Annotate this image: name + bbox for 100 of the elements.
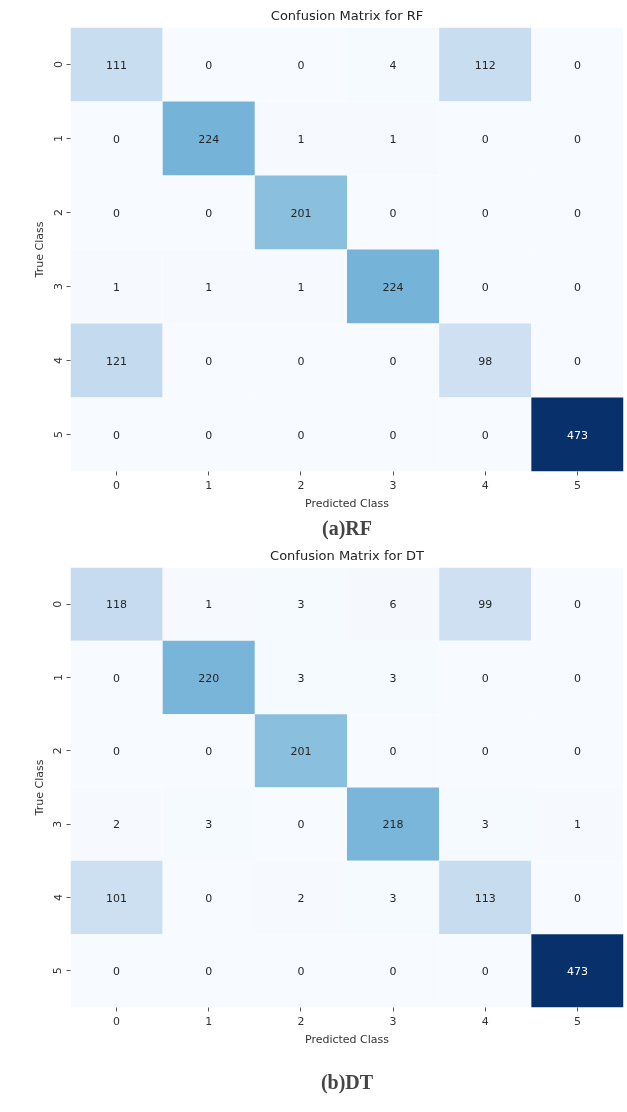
data-label: 0 xyxy=(205,428,213,442)
data-label: 1 xyxy=(297,132,305,146)
data-label: 99 xyxy=(478,598,493,612)
data-label: 98 xyxy=(478,354,493,368)
text: (b)DT xyxy=(320,1070,374,1094)
data-label: 3 xyxy=(297,671,305,685)
data-label: 0 xyxy=(113,428,121,442)
y-tick-label: 3 xyxy=(51,820,65,828)
data-label: 3 xyxy=(481,818,489,832)
data-label: 201 xyxy=(290,206,312,220)
data-label: 101 xyxy=(106,891,128,905)
data-label: 0 xyxy=(205,58,213,72)
x-tick-label: 3 xyxy=(389,478,397,492)
text: (a)RF xyxy=(322,516,372,540)
y-tick-label: 1 xyxy=(51,674,65,681)
x-axis-title: Predicted Class xyxy=(304,496,390,510)
data-label: 0 xyxy=(481,671,489,685)
data-label: 3 xyxy=(389,891,397,905)
data-label: 0 xyxy=(573,280,581,294)
data-label: 0 xyxy=(481,206,489,220)
data-label: 0 xyxy=(389,354,397,368)
data-label: 118 xyxy=(106,598,128,612)
data-label: 0 xyxy=(113,206,121,220)
data-label: 0 xyxy=(481,964,489,978)
data-label: 473 xyxy=(566,428,588,442)
data-label: 220 xyxy=(198,671,220,685)
data-label: 0 xyxy=(573,671,581,685)
data-label: 3 xyxy=(205,818,213,832)
data-label: 0 xyxy=(205,354,213,368)
data-label: 0 xyxy=(113,964,121,978)
data-label: 1 xyxy=(113,280,121,294)
x-axis-title: Predicted Class xyxy=(304,1032,390,1046)
data-label: 113 xyxy=(474,891,496,905)
data-label: 473 xyxy=(566,964,588,978)
data-label: 1 xyxy=(389,132,397,146)
data-label: 0 xyxy=(573,206,581,220)
data-label: 1 xyxy=(205,280,213,294)
x-tick-label: 4 xyxy=(481,478,489,492)
y-tick-label: 4 xyxy=(51,357,65,364)
data-label: 0 xyxy=(481,132,489,146)
data-label: 201 xyxy=(290,744,312,758)
x-tick-label: 2 xyxy=(297,1014,305,1028)
data-label: 1 xyxy=(205,598,213,612)
data-label: 0 xyxy=(113,671,121,685)
data-label: 0 xyxy=(481,744,489,758)
data-label: 0 xyxy=(481,428,489,442)
data-label: 0 xyxy=(481,280,489,294)
x-tick-label: 0 xyxy=(113,1014,121,1028)
data-label: 2 xyxy=(297,891,305,905)
data-label: 0 xyxy=(573,891,581,905)
data-label: 111 xyxy=(106,58,128,72)
data-label: 3 xyxy=(389,671,397,685)
data-label: 0 xyxy=(297,354,305,368)
x-tick-label: 1 xyxy=(205,1014,213,1028)
data-label: 0 xyxy=(389,744,397,758)
y-tick-label: 1 xyxy=(51,135,65,142)
y-tick-label: 2 xyxy=(51,747,65,755)
data-label: 2 xyxy=(113,818,121,832)
data-label: 0 xyxy=(113,744,121,758)
data-label: 0 xyxy=(205,744,213,758)
data-label: 0 xyxy=(389,964,397,978)
chart-title: Confusion Matrix for DT xyxy=(270,547,424,563)
x-tick-label: 2 xyxy=(297,478,305,492)
x-tick-label: 1 xyxy=(205,478,213,492)
data-label: 224 xyxy=(198,132,220,146)
data-label: 0 xyxy=(113,132,121,146)
data-label: 0 xyxy=(573,354,581,368)
data-label: 0 xyxy=(297,964,305,978)
data-label: 0 xyxy=(297,818,305,832)
y-tick-label: 2 xyxy=(51,209,65,216)
data-label: 0 xyxy=(573,132,581,146)
y-axis-title: True Class xyxy=(32,221,46,279)
y-axis-title: True Class xyxy=(32,759,46,817)
data-label: 0 xyxy=(389,428,397,442)
data-label: 0 xyxy=(205,206,213,220)
y-tick-label: 5 xyxy=(51,967,65,975)
chart-title: Confusion Matrix for RF xyxy=(270,7,424,23)
data-label: 3 xyxy=(297,598,305,612)
data-label: 0 xyxy=(297,58,305,72)
data-label: 121 xyxy=(106,354,128,368)
data-label: 218 xyxy=(382,818,404,832)
data-label: 0 xyxy=(205,964,213,978)
data-label: 224 xyxy=(382,280,404,294)
x-tick-label: 3 xyxy=(389,1014,397,1028)
y-tick-label: 5 xyxy=(51,431,65,438)
y-tick-label: 0 xyxy=(51,61,65,68)
data-label: 112 xyxy=(474,58,496,72)
x-tick-label: 0 xyxy=(113,478,121,492)
data-label: 0 xyxy=(205,891,213,905)
y-tick-label: 4 xyxy=(51,894,65,901)
x-tick-label: 5 xyxy=(573,478,581,492)
data-label: 1 xyxy=(297,280,305,294)
data-label: 0 xyxy=(389,206,397,220)
data-label: 0 xyxy=(573,744,581,758)
y-tick-label: 3 xyxy=(51,283,65,290)
data-label: 0 xyxy=(297,428,305,442)
x-tick-label: 5 xyxy=(573,1014,581,1028)
x-tick-label: 4 xyxy=(481,1014,489,1028)
data-label: 6 xyxy=(389,598,397,612)
data-label: 4 xyxy=(389,58,397,72)
